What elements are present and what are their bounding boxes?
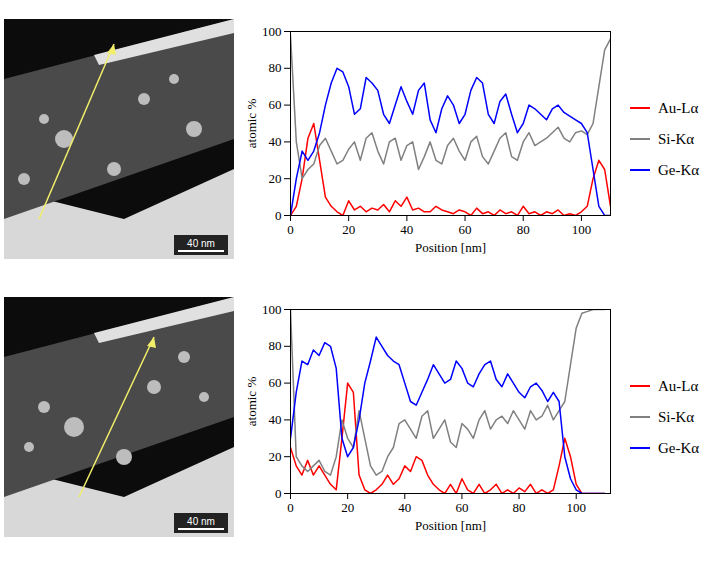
svg-text:100: 100: [262, 302, 282, 317]
svg-text:40 nm: 40 nm: [187, 238, 215, 249]
svg-text:20: 20: [342, 222, 355, 237]
svg-text:0: 0: [287, 500, 294, 515]
svg-text:0: 0: [287, 222, 294, 237]
svg-text:20: 20: [269, 449, 282, 464]
html-text:Si-Kα: Si-Kα: [658, 408, 695, 425]
svg-text:60: 60: [455, 500, 468, 515]
svg-text:40: 40: [398, 500, 411, 515]
svg-text:100: 100: [262, 24, 282, 39]
svg-text:0: 0: [275, 208, 282, 223]
svg-text:40 nm: 40 nm: [187, 516, 215, 527]
svg-text:40: 40: [269, 412, 282, 427]
svg-text:60: 60: [459, 222, 472, 237]
svg-text:Position [nm]: Position [nm]: [415, 240, 486, 255]
html-text:Ge-Kα: Ge-Kα: [658, 439, 700, 456]
svg-text:20: 20: [341, 500, 354, 515]
svg-text:atomic %: atomic %: [244, 377, 259, 427]
svg-text:atomic %: atomic %: [244, 99, 259, 149]
svg-text:Position [nm]: Position [nm]: [415, 518, 486, 533]
svg-text:0: 0: [275, 486, 282, 501]
svg-text:60: 60: [269, 375, 282, 390]
svg-text:100: 100: [566, 500, 586, 515]
svg-text:80: 80: [513, 500, 526, 515]
html-text:Au-Lα: Au-Lα: [658, 99, 699, 116]
html-text:Si-Kα: Si-Kα: [658, 130, 695, 147]
svg-text:100: 100: [572, 222, 592, 237]
svg-text:80: 80: [517, 222, 530, 237]
svg-text:80: 80: [269, 60, 282, 75]
svg-text:40: 40: [400, 222, 413, 237]
svg-text:40: 40: [269, 134, 282, 149]
html-text:Ge-Kα: Ge-Kα: [658, 161, 700, 178]
svg-text:80: 80: [269, 338, 282, 353]
svg-text:60: 60: [269, 97, 282, 112]
html-text:Au-Lα: Au-Lα: [658, 377, 699, 394]
svg-text:20: 20: [269, 171, 282, 186]
